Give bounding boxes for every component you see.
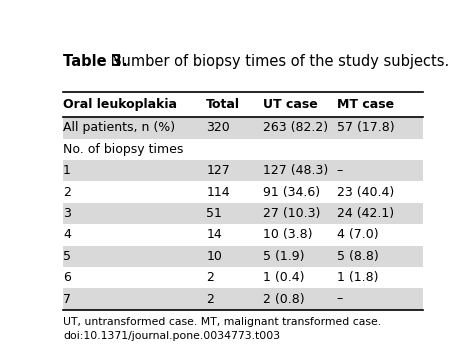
Text: 1 (1.8): 1 (1.8): [337, 271, 378, 284]
Text: 127: 127: [206, 164, 230, 177]
Text: 51: 51: [206, 207, 222, 220]
Text: Number of biopsy times of the study subjects.: Number of biopsy times of the study subj…: [106, 54, 449, 69]
Bar: [63, 160, 423, 182]
Text: 5 (8.8): 5 (8.8): [337, 250, 378, 263]
Text: –: –: [337, 164, 343, 177]
Text: 23 (40.4): 23 (40.4): [337, 185, 394, 199]
Text: Oral leukoplakia: Oral leukoplakia: [63, 98, 177, 111]
Text: 24 (42.1): 24 (42.1): [337, 207, 394, 220]
Text: –: –: [337, 293, 343, 305]
Bar: [63, 138, 423, 160]
Bar: [63, 182, 423, 203]
Text: 1 (0.4): 1 (0.4): [263, 271, 305, 284]
Text: 320: 320: [206, 121, 230, 135]
Bar: [63, 288, 423, 310]
Bar: [63, 203, 423, 224]
Text: Table 3.: Table 3.: [63, 54, 128, 69]
Text: No. of biopsy times: No. of biopsy times: [63, 143, 183, 156]
Text: 14: 14: [206, 229, 222, 241]
Text: 10: 10: [206, 250, 222, 263]
Bar: [63, 267, 423, 288]
Text: 2: 2: [206, 271, 214, 284]
Text: 91 (34.6): 91 (34.6): [263, 185, 320, 199]
Text: Total: Total: [206, 98, 240, 111]
Text: 263 (82.2): 263 (82.2): [263, 121, 328, 135]
Bar: [63, 117, 423, 139]
Text: MT case: MT case: [337, 98, 394, 111]
Text: 2: 2: [63, 185, 71, 199]
Text: All patients, n (%): All patients, n (%): [63, 121, 175, 135]
Text: 57 (17.8): 57 (17.8): [337, 121, 394, 135]
Text: 5: 5: [63, 250, 71, 263]
Text: 6: 6: [63, 271, 71, 284]
Text: 3: 3: [63, 207, 71, 220]
Text: 7: 7: [63, 293, 71, 305]
Text: 1: 1: [63, 164, 71, 177]
Bar: [63, 224, 423, 246]
Text: UT case: UT case: [263, 98, 318, 111]
Text: 2: 2: [206, 293, 214, 305]
Text: UT, untransformed case. MT, malignant transformed case.
doi:10.1371/journal.pone: UT, untransformed case. MT, malignant tr…: [63, 316, 381, 341]
Text: 127 (48.3): 127 (48.3): [263, 164, 328, 177]
Text: 4: 4: [63, 229, 71, 241]
Text: 4 (7.0): 4 (7.0): [337, 229, 378, 241]
Text: 27 (10.3): 27 (10.3): [263, 207, 320, 220]
Bar: [63, 246, 423, 267]
Text: 114: 114: [206, 185, 230, 199]
Text: 5 (1.9): 5 (1.9): [263, 250, 305, 263]
Text: 2 (0.8): 2 (0.8): [263, 293, 305, 305]
Text: 10 (3.8): 10 (3.8): [263, 229, 313, 241]
